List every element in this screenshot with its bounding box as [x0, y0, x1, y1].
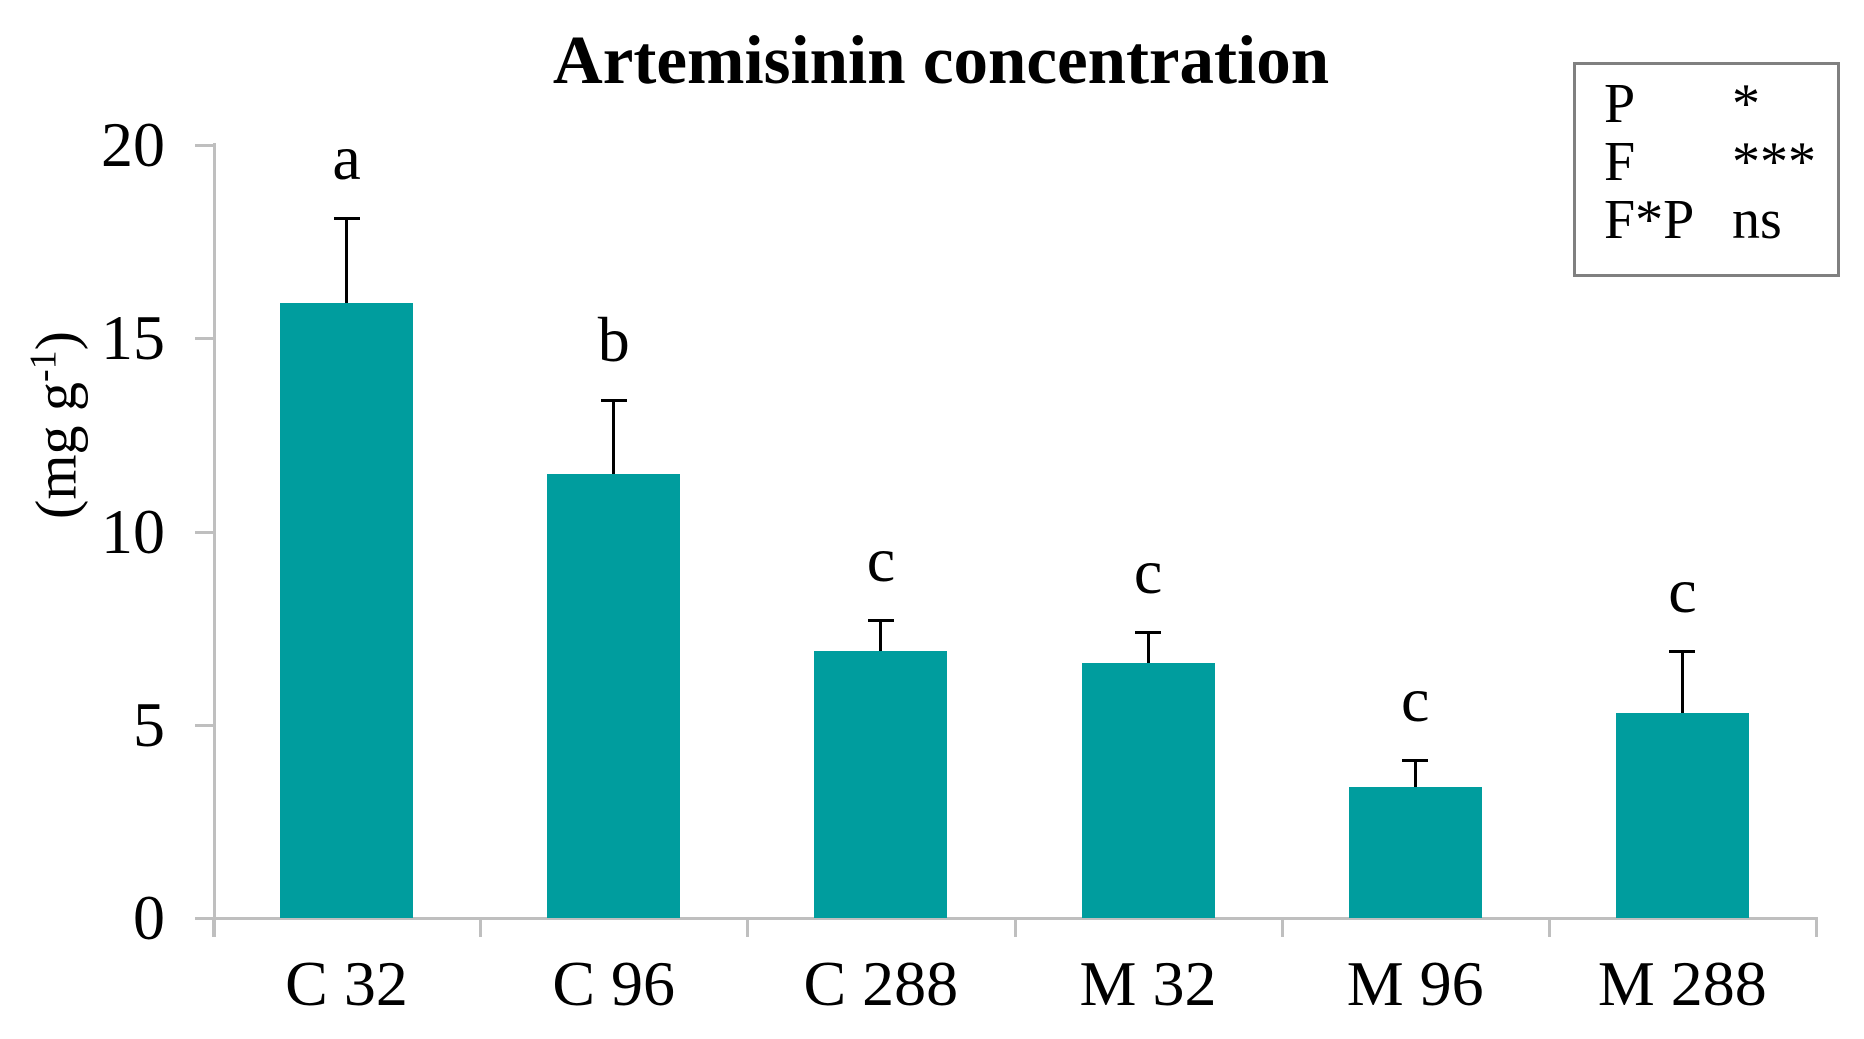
y-tick-mark	[195, 917, 213, 920]
error-bar-line	[612, 400, 616, 474]
x-tick-mark	[479, 918, 483, 937]
legend-significance-f: ***	[1732, 131, 1816, 193]
error-bar-cap	[600, 399, 627, 403]
error-bar-line	[1146, 631, 1150, 663]
y-tick-label: 0	[133, 882, 165, 953]
legend-row-f: F ***	[1604, 133, 1837, 191]
error-bar-line	[1413, 759, 1417, 787]
y-tick-label: 20	[101, 109, 165, 180]
x-tick-mark	[1280, 918, 1284, 937]
error-bar-cap	[333, 217, 360, 221]
bar	[280, 303, 414, 918]
x-category-label: C 32	[285, 948, 408, 1019]
x-tick-mark	[212, 918, 215, 937]
significance-letter: c	[1668, 555, 1697, 627]
x-category-label: M 288	[1597, 948, 1767, 1019]
error-bar-line	[345, 218, 349, 304]
legend-row-fp: F*P ns	[1604, 191, 1837, 249]
bar	[547, 473, 681, 918]
significance-letter: b	[597, 304, 630, 376]
legend-factor-p: P	[1604, 73, 1636, 135]
significance-letter: a	[332, 122, 361, 194]
y-tick-mark	[195, 144, 213, 147]
error-bar-cap	[1402, 758, 1429, 762]
error-bar-line	[879, 620, 883, 652]
y-tick-label: 5	[133, 688, 165, 760]
x-category-label: C 96	[552, 948, 675, 1019]
significance-letter: c	[1133, 535, 1163, 607]
bar	[814, 651, 948, 918]
significance-letter: c	[866, 524, 896, 596]
x-tick-mark	[1547, 918, 1551, 937]
y-tick-label: 10	[101, 495, 165, 567]
legend-significance-p: *	[1732, 73, 1760, 135]
bar	[1081, 662, 1215, 918]
error-bar-cap	[1669, 650, 1696, 654]
y-axis-line	[213, 143, 216, 937]
y-tick-mark	[195, 337, 213, 341]
y-tick-mark	[195, 723, 213, 727]
chart-title: Artemisinin concentration	[552, 22, 1330, 98]
y-tick-label: 15	[101, 302, 165, 374]
x-tick-mark	[1815, 918, 1818, 937]
x-tick-mark	[1013, 918, 1017, 937]
error-bar-cap	[1135, 630, 1162, 634]
x-category-label: C 288	[803, 948, 959, 1019]
bar	[1348, 786, 1482, 918]
legend-factor-fp: F*P	[1604, 189, 1695, 251]
legend-factor-f: F	[1604, 131, 1636, 193]
error-bar-line	[1680, 651, 1684, 714]
legend-significance-fp: ns	[1732, 189, 1782, 251]
y-tick-mark	[195, 530, 213, 534]
bar	[1615, 713, 1749, 918]
x-category-label: M 32	[1079, 948, 1217, 1019]
error-bar-cap	[867, 619, 894, 623]
x-tick-mark	[746, 918, 750, 937]
significance-letter: c	[1401, 663, 1430, 735]
x-category-label: M 96	[1346, 948, 1484, 1019]
legend-row-p: P *	[1604, 75, 1837, 133]
stats-legend-box: P * F *** F*P ns	[1573, 62, 1840, 277]
